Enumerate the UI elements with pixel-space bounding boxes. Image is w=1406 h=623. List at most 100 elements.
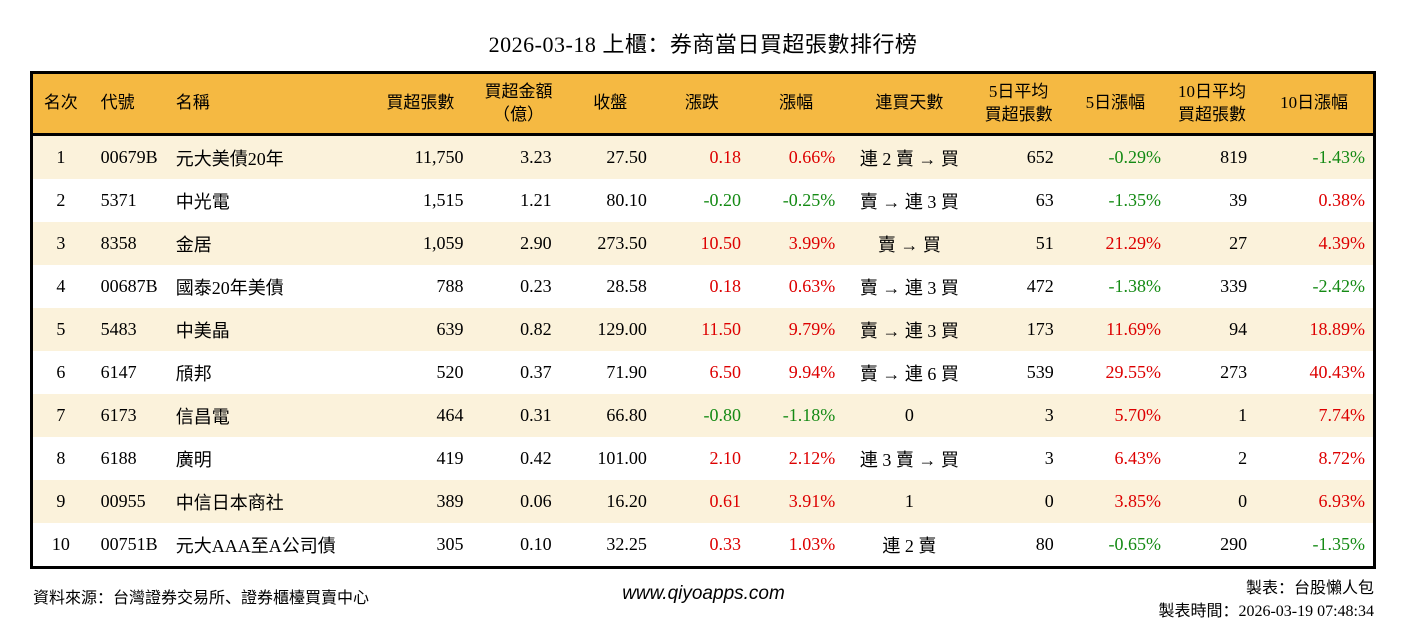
- cell-avg5-volume: 652: [1026, 147, 1054, 167]
- column-header-streak-days: 連買天數: [843, 72, 976, 136]
- cell-avg5-volume: 3: [1044, 448, 1054, 468]
- cell-net-buy-amount: 3.23: [520, 147, 552, 167]
- cell-change: 0.61: [709, 491, 742, 511]
- cell-net-buy-volume: 520: [436, 362, 464, 382]
- cell-10d-change-pct: 18.89%: [1309, 319, 1366, 339]
- column-header-avg5-volume: 5日平均 買超張數: [975, 72, 1062, 136]
- cell-avg10-volume: 290: [1220, 534, 1248, 554]
- cell-change-pct: 0.66%: [788, 147, 836, 167]
- column-header-rank: 名次: [31, 72, 89, 136]
- cell-streak-days: 賣 → 連 6 買: [859, 363, 959, 384]
- cell-10d-change-pct: 0.38%: [1318, 190, 1366, 210]
- table-row: 5 5483 中美晶 639 0.82 129.00 11.50 9.79% 賣 → 連 3 買…: [31, 308, 1375, 351]
- cell-5d-change-pct: -1.38%: [1108, 276, 1161, 296]
- cell-avg10-volume: 0: [1238, 491, 1248, 511]
- cell-name: 元大AAA至A公司債: [175, 535, 336, 556]
- cell-change: -0.20: [703, 190, 742, 210]
- cell-code: 00751B: [100, 534, 158, 554]
- cell-change: 0.18: [709, 276, 742, 296]
- cell-name: 國泰20年美債: [175, 277, 284, 298]
- cell-change-pct: -0.25%: [782, 190, 836, 210]
- cell-code: 00687B: [100, 276, 158, 296]
- cell-avg10-volume: 39: [1229, 190, 1248, 210]
- cell-net-buy-amount: 0.31: [520, 405, 552, 425]
- cell-10d-change-pct: -1.43%: [1312, 147, 1366, 167]
- cell-rank: 3: [56, 233, 66, 253]
- cell-avg10-volume: 819: [1220, 147, 1248, 167]
- cell-net-buy-volume: 464: [436, 405, 464, 425]
- cell-streak-days: 連 2 賣: [882, 535, 937, 556]
- cell-close: 273.50: [597, 233, 647, 253]
- table-row: 2 5371 中光電 1,515 1.21 80.10 -0.20 -0.25% 賣 → 連 3…: [32, 179, 1375, 222]
- cell-10d-change-pct: 40.43%: [1309, 362, 1366, 382]
- cell-net-buy-amount: 0.42: [520, 448, 552, 468]
- cell-10d-change-pct: 4.39%: [1318, 233, 1366, 253]
- cell-change: 0.33: [709, 534, 742, 554]
- cell-avg10-volume: 94: [1229, 319, 1248, 339]
- table-row: 3 8358 金居 1,059 2.90 273.50 10.50 3.99% 賣 → 買 51 2…: [31, 222, 1375, 265]
- cell-net-buy-amount: 0.37: [520, 362, 552, 382]
- cell-5d-change-pct: 21.29%: [1105, 233, 1161, 253]
- table-row: 4 00687B 國泰20年美債 788 0.23 28.58 0.18 0.63% 賣 → 連…: [32, 265, 1375, 308]
- cell-close: 16.20: [606, 491, 647, 511]
- cell-avg10-volume: 2: [1238, 448, 1248, 468]
- column-header-close: 收盤: [565, 72, 655, 136]
- cell-avg5-volume: 80: [1035, 534, 1054, 554]
- cell-5d-change-pct: 6.43%: [1114, 448, 1161, 468]
- cell-avg5-volume: 539: [1026, 362, 1054, 382]
- cell-streak-days: 賣 → 連 3 買: [859, 320, 959, 341]
- column-header-net-buy-amount: 買超金額 （億）: [471, 72, 566, 136]
- cell-net-buy-volume: 305: [436, 534, 464, 554]
- cell-net-buy-amount: 0.82: [520, 319, 552, 339]
- cell-rank: 2: [56, 190, 66, 210]
- cell-change: 2.10: [709, 448, 742, 468]
- cell-10d-change-pct: -1.35%: [1312, 534, 1366, 554]
- cell-change: -0.80: [703, 405, 742, 425]
- cell-net-buy-amount: 0.06: [520, 491, 552, 511]
- cell-net-buy-volume: 639: [436, 319, 464, 339]
- cell-streak-days: 連 2 賣 → 買: [859, 148, 959, 169]
- cell-name: 頎邦: [175, 363, 212, 384]
- cell-10d-change-pct: 8.72%: [1318, 448, 1366, 468]
- column-header-change-pct: 漲幅: [749, 72, 844, 136]
- cell-change-pct: 2.12%: [788, 448, 836, 468]
- column-header-avg10-volume: 10日平均 買超張數: [1168, 72, 1256, 136]
- column-header-change: 漲跌: [654, 72, 750, 136]
- cell-change-pct: 9.79%: [788, 319, 836, 339]
- website-url: www.qiyoapps.com: [622, 583, 785, 604]
- cell-name: 廣明: [175, 449, 212, 470]
- cell-net-buy-volume: 11,750: [414, 147, 464, 167]
- cell-change: 10.50: [700, 233, 742, 253]
- table-row: 1 00679B 元大美債20年 11,750 3.23 27.50 0.18 0.66% 連 …: [31, 134, 1375, 179]
- cell-net-buy-amount: 0.10: [520, 534, 552, 554]
- page-title: 2026-03-18 上櫃：券商當日買超張數排行榜: [488, 32, 918, 57]
- cell-close: 32.25: [606, 534, 647, 554]
- cell-avg10-volume: 339: [1220, 276, 1248, 296]
- table-row: 9 00955 中信日本商社 389 0.06 16.20 0.61 3.91% 1 0 3.85%…: [31, 480, 1375, 523]
- cell-10d-change-pct: -2.42%: [1312, 276, 1366, 296]
- cell-rank: 6: [56, 362, 66, 382]
- column-header-code: 代號: [88, 72, 171, 136]
- cell-net-buy-volume: 419: [436, 448, 464, 468]
- cell-name: 中美晶: [175, 320, 230, 341]
- broker-net-buy-ranking-table: 名次 代號 名稱 買超張數 買超金額 （億） 收盤 漲跌 漲幅 連買天數 5日平…: [30, 71, 1376, 569]
- cell-net-buy-volume: 788: [436, 276, 464, 296]
- cell-avg5-volume: 51: [1035, 233, 1054, 253]
- cell-net-buy-amount: 0.23: [520, 276, 552, 296]
- cell-change-pct: -1.18%: [782, 405, 836, 425]
- cell-name: 金居: [175, 234, 212, 255]
- cell-net-buy-amount: 1.21: [520, 190, 552, 210]
- cell-change-pct: 0.63%: [788, 276, 836, 296]
- cell-streak-days: 賣 → 買: [877, 234, 941, 255]
- table-row: 6 6147 頎邦 520 0.37 71.90 6.50 9.94% 賣 → 連 6 買 539…: [32, 351, 1375, 394]
- cell-10d-change-pct: 7.74%: [1318, 405, 1366, 425]
- cell-change-pct: 1.03%: [788, 534, 836, 554]
- cell-avg5-volume: 0: [1044, 491, 1054, 511]
- cell-code: 5483: [100, 319, 137, 339]
- cell-code: 6173: [100, 405, 137, 425]
- column-header-net-buy-volume: 買超張數: [369, 72, 472, 136]
- cell-net-buy-amount: 2.90: [520, 233, 552, 253]
- cell-avg10-volume: 27: [1229, 233, 1248, 253]
- report-meta: 製表：台股懶人包 製表時間：2026-03-19 07:48:34: [785, 577, 1374, 623]
- cell-streak-days: 0: [904, 405, 914, 425]
